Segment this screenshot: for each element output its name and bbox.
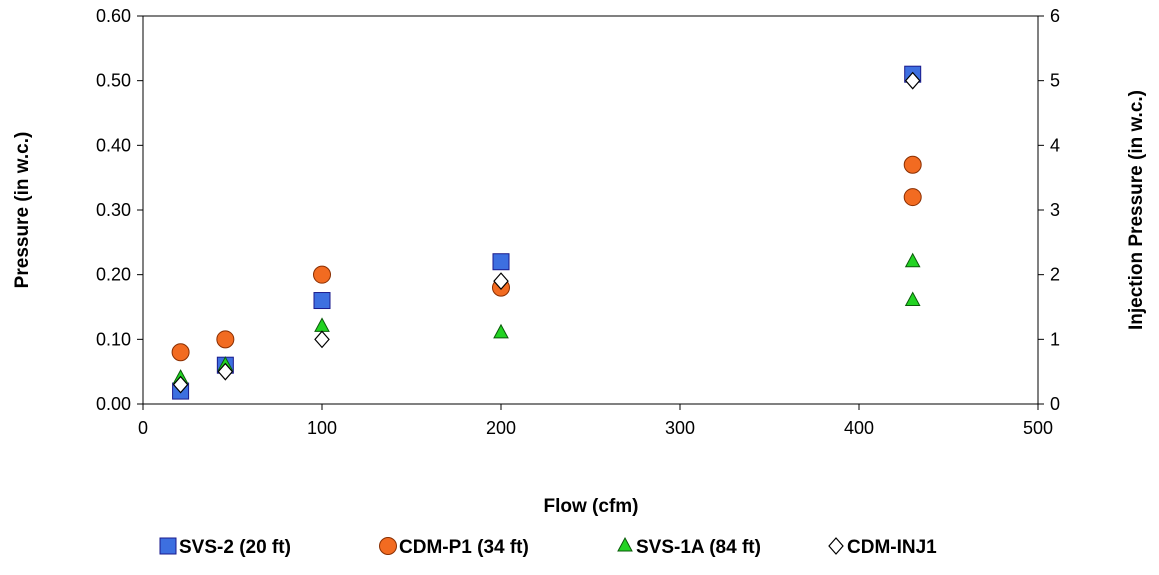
data-point-cdm-inj1 — [217, 362, 234, 381]
y2-tick-label: 4 — [1050, 135, 1060, 155]
x-tick-label: 500 — [1023, 418, 1053, 438]
data-point-svs-1a-84-ft — [904, 291, 921, 307]
y2-tick-label: 2 — [1050, 265, 1060, 285]
legend-label-cdm-p1-34-ft: CDM-P1 (34 ft) — [399, 537, 529, 558]
data-point-cdm-p1-34-ft — [903, 155, 922, 174]
y-tick-label: 0.00 — [96, 394, 131, 414]
y-tick-label: 0.50 — [96, 71, 131, 91]
y-tick-label: 0.20 — [96, 265, 131, 285]
x-tick-label: 200 — [486, 418, 516, 438]
y2-tick-label: 6 — [1050, 6, 1060, 26]
y2-tick-label: 3 — [1050, 200, 1060, 220]
legend-marker-cdm-inj1 — [828, 537, 844, 555]
y-axis-title: Pressure (in w.c.) — [12, 132, 33, 289]
data-point-cdm-p1-34-ft — [171, 343, 190, 362]
x-axis-title: Flow (cfm) — [544, 496, 639, 517]
data-point-svs-2-20-ft — [313, 292, 331, 310]
data-marks — [171, 65, 922, 400]
x-tick-label: 0 — [138, 418, 148, 438]
data-point-cdm-p1-34-ft — [903, 188, 922, 207]
data-point-cdm-p1-34-ft — [313, 265, 331, 284]
x-tick-label: 400 — [844, 418, 874, 438]
data-point-svs-1a-84-ft — [904, 252, 921, 268]
y2-tick-label: 1 — [1050, 329, 1060, 349]
legend-label-cdm-inj1: CDM-INJ1 — [847, 537, 937, 558]
axes: 0 100 200 300 400 500 0.00 0.10 0.20 0.30 0.40 0.50… — [96, 6, 1060, 438]
data-point-cdm-p1-34-ft — [216, 330, 235, 349]
legend: SVS-2 (20 ft) CDM-P1 (34 ft) SVS-1A (84 ft… — [159, 536, 937, 558]
data-point-svs-1a-84-ft — [493, 323, 509, 339]
legend-marker-svs-2-20-ft — [159, 537, 177, 555]
y-tick-label: 0.40 — [96, 135, 131, 155]
y-tick-label: 0.30 — [96, 200, 131, 220]
x-tick-label: 100 — [307, 418, 337, 438]
y2-tick-label: 5 — [1050, 71, 1060, 91]
data-point-cdm-inj1 — [904, 71, 921, 90]
legend-marker-svs-1a-84-ft — [617, 536, 633, 552]
data-point-cdm-inj1 — [172, 375, 189, 394]
legend-label-svs-2-20-ft: SVS-2 (20 ft) — [179, 537, 291, 558]
y2-tick-label: 0 — [1050, 394, 1060, 414]
plot-area — [142, 15, 1039, 405]
data-point-svs-2-20-ft — [492, 253, 510, 271]
y2-axis-title: Injection Pressure (in w.c.) — [1126, 90, 1147, 330]
data-point-cdm-inj1 — [493, 272, 509, 291]
y-tick-label: 0.10 — [96, 329, 131, 349]
legend-marker-cdm-p1-34-ft — [379, 537, 397, 555]
data-point-cdm-inj1 — [314, 330, 330, 349]
y-tick-label: 0.60 — [96, 6, 131, 26]
legend-label-svs-1a-84-ft: SVS-1A (84 ft) — [636, 537, 761, 558]
x-tick-label: 300 — [665, 418, 695, 438]
